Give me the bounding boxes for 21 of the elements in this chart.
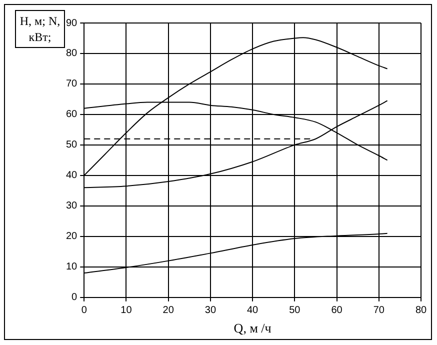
y-tick-label: 90: [66, 18, 78, 29]
y-axis-title: H, м; N, кВт;: [15, 10, 65, 48]
y-tick-label: 40: [66, 170, 78, 182]
y-tick-label: 0: [72, 292, 78, 304]
x-tick-label: 80: [415, 305, 427, 316]
y-tick-label: 80: [66, 48, 78, 60]
x-tick-label: 10: [120, 305, 132, 316]
x-axis-title: Q, м /ч: [234, 320, 272, 336]
y-tick-label: 50: [66, 140, 78, 151]
y-tick-label: 60: [66, 109, 78, 120]
y-tick-label: 30: [66, 200, 78, 212]
x-tick-label: 0: [81, 305, 88, 316]
y-tick-label: 70: [66, 78, 78, 90]
x-tick-label: 40: [247, 305, 259, 316]
x-tick-label: 50: [289, 305, 301, 316]
y-tick-label: 10: [66, 262, 78, 273]
x-tick-label: 60: [331, 305, 343, 316]
x-tick-label: 20: [162, 305, 174, 316]
x-tick-label: 30: [204, 305, 216, 316]
y-tick-label: 20: [66, 231, 78, 242]
x-tick-label: 70: [373, 305, 385, 316]
